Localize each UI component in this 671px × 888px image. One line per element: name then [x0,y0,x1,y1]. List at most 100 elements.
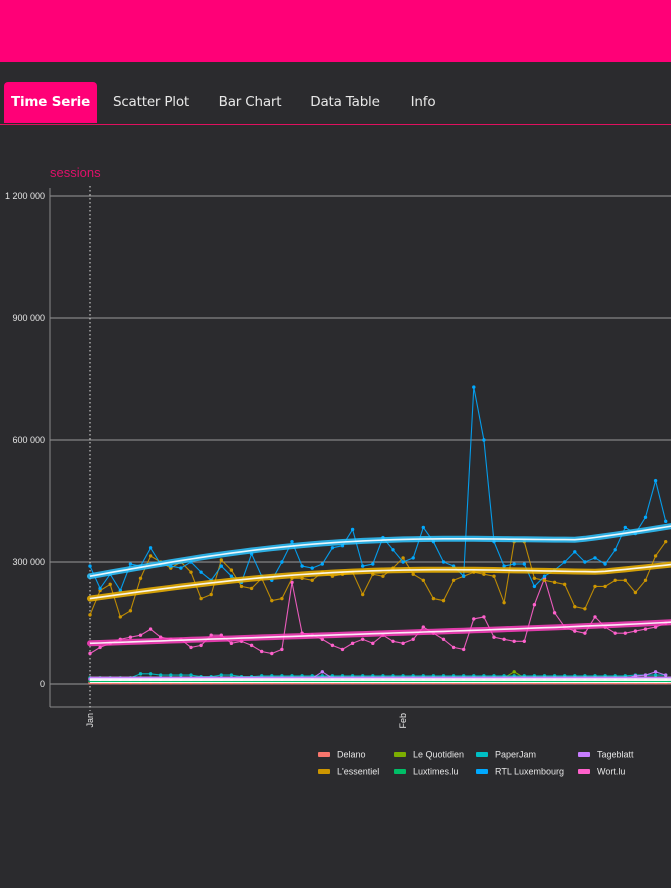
data-point [320,670,324,674]
data-point [462,574,466,578]
data-point [310,578,314,582]
data-point [532,603,537,607]
data-point [653,625,658,629]
tab-bar-chart[interactable]: Bar Chart [218,94,282,110]
legend-label: PaperJam [495,750,536,760]
data-point [280,647,284,652]
data-point [441,637,446,641]
y-tick-label: 0 [40,679,45,689]
data-point [633,590,638,595]
data-point [583,631,587,635]
data-point [583,607,587,611]
data-point [421,625,425,629]
legend-label: Tageblatt [597,750,634,760]
data-point [401,560,405,564]
data-point [391,639,395,643]
series-line [90,673,666,679]
data-point [361,592,365,597]
legend-item: PaperJam [476,750,536,760]
data-point [310,566,314,570]
data-point [128,635,133,639]
data-point [290,539,294,544]
data-point [219,558,223,562]
data-point [653,478,658,483]
data-point [401,556,405,560]
data-point [239,584,244,589]
data-point [219,564,223,568]
data-point [441,560,446,564]
data-point [169,673,173,677]
data-point [643,673,648,677]
legend-label: Wort.lu [597,767,625,777]
legend-item: Le Quotidien [394,750,464,760]
data-point [98,586,102,591]
data-point [532,584,537,589]
data-point [371,562,375,566]
data-point [401,641,405,646]
data-point [159,673,163,677]
chart-grid [50,195,671,685]
data-point [371,641,375,646]
data-point [613,578,617,582]
legend-label: Le Quotidien [413,750,464,760]
legend-label: Luxtimes.lu [413,767,459,777]
data-point [583,560,587,564]
data-point [209,633,213,637]
data-point [653,554,658,558]
data-point [350,527,355,532]
data-point [189,570,193,574]
data-point [502,637,506,641]
data-point [280,560,284,564]
data-point [330,546,335,550]
data-point [653,673,658,677]
data-point [613,631,617,635]
data-point [270,651,274,656]
legend-label: Delano [337,750,366,760]
data-point [199,570,203,574]
data-point [148,546,153,550]
x-tick-label: Feb [398,713,408,729]
data-point [492,635,496,639]
data-point [664,539,668,544]
x-tick-label: Jan [85,713,95,728]
data-point [451,645,456,650]
data-point [653,670,658,674]
data-point [613,548,617,552]
data-point [643,578,648,582]
data-point [552,611,557,615]
data-point [573,550,577,554]
data-point [229,673,234,677]
data-point [199,643,203,648]
data-point [664,519,668,524]
data-point [482,438,486,442]
data-point [280,596,284,601]
data-point [563,560,567,564]
time-series-chart: sessions 0 300 000 600 000 900 000 1 200 000… [0,150,671,810]
data-point [552,580,557,585]
low-series-trend-band [90,676,671,684]
chart-trend-lines [87,523,671,685]
data-point [542,574,547,578]
tab-data-table[interactable]: Data Table [310,94,380,110]
data-point [229,574,234,578]
lessentiel-trend-glow [87,561,671,602]
legend-swatch [476,752,488,757]
tab-time-serie[interactable]: Time Serie [4,82,97,123]
data-point [88,613,92,617]
series-line [89,541,667,618]
legend-swatch [578,769,590,774]
data-point [522,639,526,643]
data-point [522,562,526,566]
tab-scatter-plot[interactable]: Scatter Plot [112,94,190,110]
data-point [361,637,365,641]
data-point [532,576,537,580]
data-point [603,562,607,566]
data-point [573,605,577,609]
data-point [249,586,254,591]
tab-info[interactable]: Info [410,94,436,110]
data-point [189,645,193,650]
data-point [219,673,223,677]
data-point [118,615,123,619]
data-point [148,627,153,631]
data-point [391,548,395,552]
